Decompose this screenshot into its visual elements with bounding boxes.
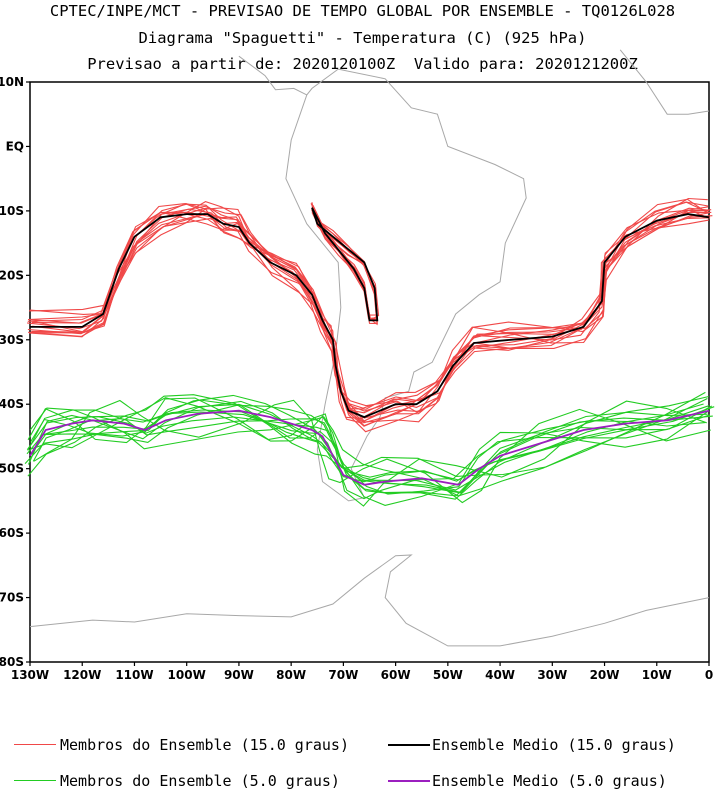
lon-tick-label: 0 (705, 668, 713, 682)
lat-tick-label: 10S (0, 204, 24, 218)
legend-mean-15-label: Ensemble Medio (15.0 graus) (432, 736, 676, 754)
lon-tick-label: 90W (224, 668, 254, 682)
lat-tick-label: 30S (0, 333, 24, 347)
lon-tick-label: 10W (642, 668, 672, 682)
lat-tick-label: 60S (0, 526, 24, 540)
lon-tick-label: 130W (11, 668, 49, 682)
ensemble-member-5-line (32, 411, 713, 494)
legend-members-5-label: Membros do Ensemble (5.0 graus) (60, 772, 340, 790)
ensemble-member-5-line (30, 397, 710, 506)
lat-tick-label: 10N (0, 75, 24, 89)
coastline-africa (619, 49, 710, 115)
ensemble-member-15-line (27, 207, 708, 419)
header-title: CPTEC/INPE/MCT - PREVISAO DE TEMPO GLOBA… (49, 2, 676, 20)
lon-tick-label: 110W (115, 668, 153, 682)
ensemble-member-5-line (27, 391, 706, 477)
legend-mean-5-swatch (388, 780, 430, 782)
lat-tick-label: EQ (6, 139, 24, 153)
ensemble-mean-5-line (29, 409, 710, 486)
lon-tick-label: 80W (276, 668, 306, 682)
lat-tick-label: 80S (0, 655, 24, 669)
lat-tick-label: 20S (0, 268, 24, 282)
legend-mean-15-swatch (388, 744, 430, 746)
lat-tick-label: 70S (0, 591, 24, 605)
ensemble-member-5-line (26, 395, 709, 500)
legend-members-15-label: Membros do Ensemble (15.0 graus) (60, 736, 349, 754)
map-frame (29, 81, 710, 663)
lon-tick-label: 120W (63, 668, 101, 682)
lon-tick-label: 30W (537, 668, 567, 682)
coastline-south-america (285, 68, 527, 502)
lon-tick-label: 70W (328, 668, 358, 682)
lon-tick-label: 60W (381, 668, 411, 682)
lat-tick-label: 50S (0, 462, 24, 476)
ensemble-mean-15-line (30, 213, 710, 419)
ensemble-member-5-line (27, 406, 715, 482)
coastline-central-america (238, 55, 308, 96)
legend-mean-5-label: Ensemble Medio (5.0 graus) (432, 772, 667, 790)
legend-members-5-swatch (14, 780, 56, 781)
lon-tick-label: 100W (168, 668, 206, 682)
ensemble-member-5-line (30, 399, 713, 495)
lon-tick-label: 20W (590, 668, 620, 682)
lon-tick-label: 40W (485, 668, 515, 682)
coastline-layer (29, 49, 710, 647)
ensemble-member-5-line (33, 399, 711, 504)
coastline-antarctica (29, 554, 710, 647)
ensemble-member-5-line (27, 409, 708, 497)
lat-tick-label: 40S (0, 397, 24, 411)
lon-tick-label: 50W (433, 668, 463, 682)
ensemble-mean-15-inner-line (311, 207, 379, 322)
header-subtitle: Diagrama "Spaguetti" - Temperatura (C) (… (138, 29, 587, 47)
header-validity: Previsao a partir de: 2020120100Z Valido… (87, 55, 638, 73)
ensemble-member-5-line (27, 397, 707, 507)
ensemble-mean-layer (29, 207, 710, 486)
legend-members-15-swatch (14, 744, 56, 745)
